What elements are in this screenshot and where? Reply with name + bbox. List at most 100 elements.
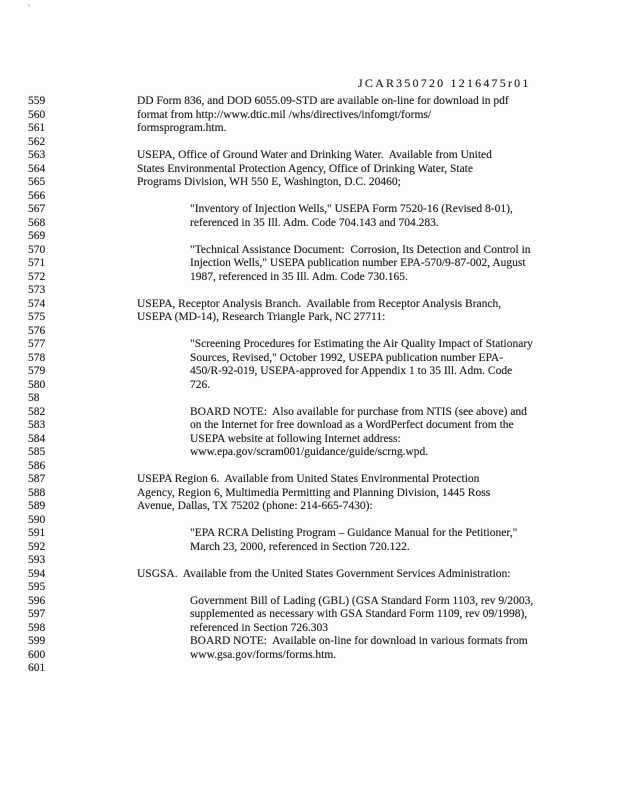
line-text: USEPA website at following Internet addr…: [190, 432, 401, 445]
document-line: 566: [0, 190, 619, 204]
line-number: 585: [28, 446, 46, 458]
line-text: "Inventory of Injection Wells," USEPA Fo…: [190, 203, 513, 215]
line-number: 583: [28, 419, 46, 431]
document-line: 561 formsprogram.htm.: [0, 122, 619, 136]
line-number: 560: [28, 108, 46, 121]
line-number: 573: [28, 284, 46, 296]
document-line: 589 Avenue, Dallas, TX 75202 (phone: 214…: [0, 500, 619, 514]
line-text: Government Bill of Lading (GBL) (GSA Sta…: [190, 594, 534, 607]
document-line: 568 referenced in 35 Ill. Adm. Code 704.…: [0, 217, 619, 231]
document-line: 590: [0, 514, 619, 528]
document-line: 599 BOARD NOTE: Available on-line for do…: [0, 635, 619, 649]
line-number: 568: [28, 216, 46, 229]
line-text: Agency, Region 6, Multimedia Permitting …: [137, 486, 491, 499]
document-line: 565 Programs Division, WH 550 E, Washing…: [0, 176, 619, 190]
line-text: BOARD NOTE: Also available for purchase …: [190, 405, 527, 418]
line-text: DD Form 836, and DOD 6055.09-STD are ava…: [137, 95, 509, 107]
document-line: 575 USEPA (MD-14), Research Triangle Par…: [0, 311, 619, 325]
line-text: supplemented as necessary with GSA Stand…: [190, 608, 528, 620]
line-text: "EPA RCRA Delisting Program – Guidance M…: [190, 527, 518, 539]
document-line: 584 USEPA website at following Internet …: [0, 433, 619, 447]
line-number: 575: [28, 311, 46, 323]
line-text: USEPA Region 6. Available from United St…: [137, 473, 480, 485]
line-number: 590: [28, 513, 46, 526]
document-line: 586: [0, 460, 619, 474]
document-line: 564 States Environmental Protection Agen…: [0, 163, 619, 177]
line-text: referenced in Section 726.303: [190, 621, 328, 634]
line-text: March 23, 2000, referenced in Section 72…: [190, 540, 410, 553]
line-number: 563: [28, 149, 46, 161]
line-number: 564: [28, 162, 46, 175]
line-number: 579: [28, 365, 46, 377]
document-line: 572 1987, referenced in 35 Ill. Adm. Cod…: [0, 271, 619, 285]
document-line: 567 "Inventory of Injection Wells," USEP…: [0, 203, 619, 217]
document-line: 563 USEPA, Office of Ground Water and Dr…: [0, 149, 619, 163]
line-number: 562: [28, 135, 46, 148]
line-number: 572: [28, 270, 46, 283]
document-line: 601: [0, 662, 619, 676]
document-line: 570 "Technical Assistance Document: Corr…: [0, 244, 619, 258]
line-text: USGSA. Available from the United States …: [137, 567, 511, 580]
document-line: 580 726.: [0, 379, 619, 393]
document-line: 591 "EPA RCRA Delisting Program – Guidan…: [0, 527, 619, 541]
document-line: 578 Sources, Revised," October 1992, USE…: [0, 352, 619, 366]
document-line: 598 referenced in Section 726.303: [0, 622, 619, 636]
line-number: 566: [28, 189, 46, 202]
line-number: 601: [28, 662, 46, 674]
line-number: 586: [28, 459, 46, 472]
line-number: 574: [28, 297, 46, 310]
line-text: www.gsa.gov/forms/forms.htm.: [190, 648, 337, 661]
line-number: 559: [28, 95, 46, 107]
document-line: 579 450/R-92-019, USEPA-approved for App…: [0, 365, 619, 379]
line-text: Sources, Revised," October 1992, USEPA p…: [190, 351, 504, 364]
document-line: 577 "Screening Procedures for Estimating…: [0, 338, 619, 352]
document-line: 58: [0, 392, 619, 406]
document-line: 574 USEPA, Receptor Analysis Branch. Ava…: [0, 298, 619, 312]
line-text: formsprogram.htm.: [137, 122, 227, 134]
line-number: 598: [28, 621, 46, 634]
document-line: 597 supplemented as necessary with GSA S…: [0, 608, 619, 622]
line-number: 587: [28, 473, 46, 485]
line-number: 592: [28, 540, 46, 553]
line-number: 578: [28, 351, 46, 364]
line-text: "Screening Procedures for Estimating the…: [190, 338, 533, 350]
line-number: 594: [28, 567, 46, 580]
document-line: 583 on the Internet for free download as…: [0, 419, 619, 433]
line-text: Programs Division, WH 550 E, Washington,…: [137, 176, 401, 188]
line-text: referenced in 35 Ill. Adm. Code 704.143 …: [190, 216, 439, 229]
line-number: 570: [28, 243, 46, 256]
line-number: 591: [28, 527, 46, 539]
line-text: 726.: [190, 378, 211, 391]
document-line: 559 DD Form 836, and DOD 6055.09-STD are…: [0, 95, 619, 109]
document-line: 593: [0, 554, 619, 568]
line-text: Injection Wells," USEPA publication numb…: [190, 257, 526, 269]
line-number: 600: [28, 648, 46, 661]
line-number: 580: [28, 378, 46, 391]
document-body: 559 DD Form 836, and DOD 6055.09-STD are…: [0, 95, 619, 676]
document-header-id: JCAR350720 1216475r01: [358, 76, 531, 90]
line-number: 577: [28, 338, 46, 350]
line-number: 593: [28, 554, 46, 566]
line-text: 1987, referenced in 35 Ill. Adm. Code 73…: [190, 270, 408, 283]
document-line: 595: [0, 581, 619, 595]
document-line: 571 Injection Wells," USEPA publication …: [0, 257, 619, 271]
line-number: 571: [28, 257, 46, 269]
line-number: 599: [28, 635, 46, 647]
line-text: USEPA (MD-14), Research Triangle Park, N…: [137, 311, 386, 323]
line-text: BOARD NOTE: Available on-line for downlo…: [190, 635, 528, 647]
document-line: 560 format from http://www.dtic.mil /whs…: [0, 109, 619, 123]
line-text: Avenue, Dallas, TX 75202 (phone: 214-665…: [137, 500, 373, 512]
document-line: 600 www.gsa.gov/forms/forms.htm.: [0, 649, 619, 663]
document-line: 594 USGSA. Available from the United Sta…: [0, 568, 619, 582]
document-line: 588 Agency, Region 6, Multimedia Permitt…: [0, 487, 619, 501]
line-text: USEPA, Receptor Analysis Branch. Availab…: [137, 297, 502, 310]
line-text: format from http://www.dtic.mil /whs/dir…: [137, 108, 432, 121]
line-text: "Technical Assistance Document: Corrosio…: [190, 243, 531, 256]
document-line: 592 March 23, 2000, referenced in Sectio…: [0, 541, 619, 555]
document-line: 596 Government Bill of Lading (GBL) (GSA…: [0, 595, 619, 609]
scan-artifact-mark: `: [27, 2, 31, 16]
document-line: 573: [0, 284, 619, 298]
line-text: on the Internet for free download as a W…: [190, 419, 514, 431]
line-number: 584: [28, 432, 46, 445]
